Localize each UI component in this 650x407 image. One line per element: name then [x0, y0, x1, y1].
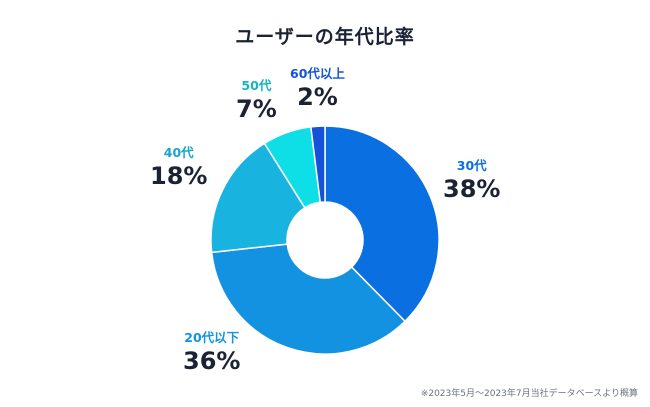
value-label: 7%: [236, 95, 277, 123]
category-label: 60代以上: [290, 66, 345, 81]
slice-label-60s-over: 60代以上 2%: [290, 66, 345, 112]
footnote: ※2023年5月～2023年7月当社データベースより概算: [420, 389, 638, 399]
value-label: 2%: [297, 83, 338, 111]
slice-label-40s: 40代 18%: [150, 145, 207, 191]
chart-title: ユーザーの年代比率: [235, 26, 415, 48]
donut-slice-0: [324, 125, 440, 323]
donut-slice-4: [310, 125, 326, 204]
slice-label-30s: 30代 38%: [443, 158, 500, 204]
category-label: 50代: [241, 78, 272, 93]
value-label: 38%: [443, 175, 501, 203]
category-label: 30代: [456, 158, 487, 173]
value-label: 18%: [150, 162, 208, 190]
slice-label-50s: 50代 7%: [236, 78, 277, 124]
donut-slice-1: [210, 243, 407, 355]
slice-label-20s-under: 20代以下 36%: [183, 330, 240, 376]
category-label: 20代以下: [184, 330, 240, 345]
value-label: 36%: [183, 347, 241, 375]
category-label: 40代: [163, 145, 194, 160]
